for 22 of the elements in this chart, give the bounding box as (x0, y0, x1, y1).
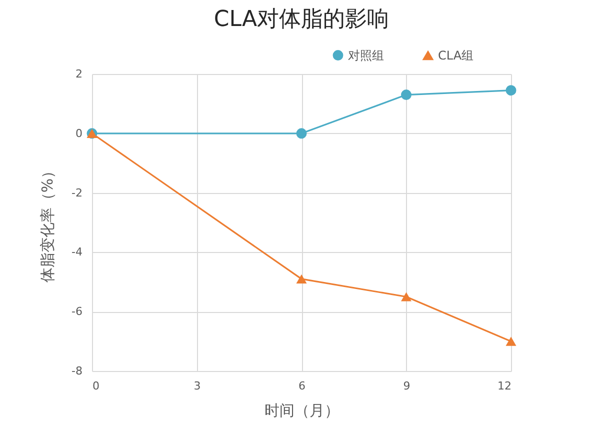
x-tick-label: 12 (498, 380, 512, 392)
y-tick-label: -6 (72, 305, 82, 318)
x-tick-label: 3 (194, 380, 201, 392)
point (401, 292, 412, 302)
point (296, 128, 307, 139)
point (296, 274, 307, 284)
x-axis-title: 时间（月） (264, 402, 340, 420)
point (506, 85, 516, 96)
y-tick-label: 0 (76, 126, 82, 140)
chart-title: CLA对体脂的影响 (214, 7, 390, 32)
y-tick-label: -2 (72, 186, 82, 200)
legend-label: CLA组 (438, 48, 474, 63)
y-tick-label: 2 (76, 68, 82, 80)
x-tick-label: 0 (92, 380, 100, 392)
point (506, 336, 516, 346)
x-tick-label: 6 (298, 380, 306, 392)
y-tick-label: -8 (72, 364, 82, 378)
x-tick-label: 9 (403, 380, 410, 392)
point (401, 90, 412, 100)
legend-label: 对照组 (348, 48, 384, 62)
y-axis-title: 体脂变化率（%） (38, 163, 57, 283)
y-tick-label: -4 (72, 246, 82, 259)
